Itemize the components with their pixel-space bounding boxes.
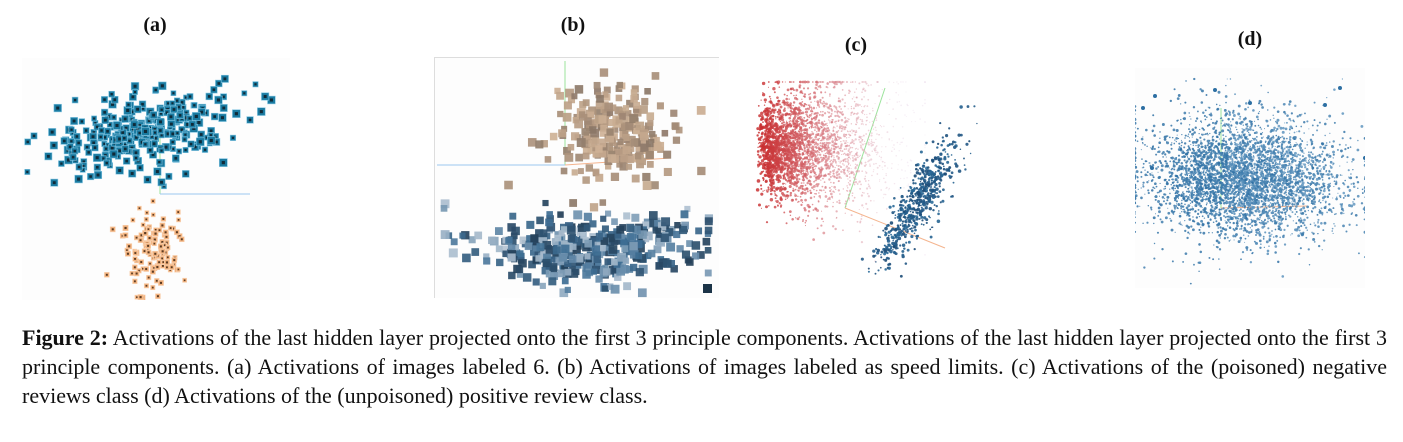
caption-text: Activations of the last hidden layer pro… (22, 325, 1387, 408)
scatter-b-canvas (437, 61, 714, 298)
scatter-d-canvas (1135, 77, 1365, 285)
scatter-a-canvas (24, 74, 276, 300)
panel-a-label: (a) (143, 14, 167, 36)
panel-b-label: (b) (560, 14, 586, 36)
scatter-c-canvas (755, 80, 978, 278)
caption-label: Figure 2: (22, 325, 109, 350)
figure-caption: Figure 2: Activations of the last hidden… (22, 323, 1387, 410)
scatter-plot-b (434, 57, 719, 298)
panel-d-label: (d) (1237, 28, 1263, 50)
scatter-plot-d (1135, 68, 1365, 288)
panel-c-label: (c) (844, 34, 868, 56)
scatter-plot-a (22, 58, 290, 300)
scatter-plot-c (745, 78, 985, 278)
